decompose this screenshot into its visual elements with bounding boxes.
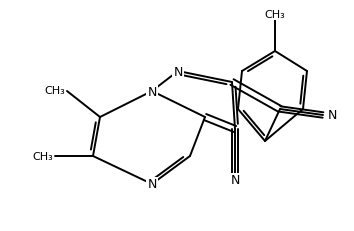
Text: N: N bbox=[173, 65, 183, 78]
Text: N: N bbox=[328, 109, 337, 122]
Text: CH₃: CH₃ bbox=[265, 10, 285, 20]
Text: N: N bbox=[230, 174, 240, 187]
Text: CH₃: CH₃ bbox=[44, 86, 65, 96]
Text: N: N bbox=[147, 178, 157, 191]
Text: CH₃: CH₃ bbox=[32, 151, 53, 161]
Text: N: N bbox=[147, 85, 157, 98]
